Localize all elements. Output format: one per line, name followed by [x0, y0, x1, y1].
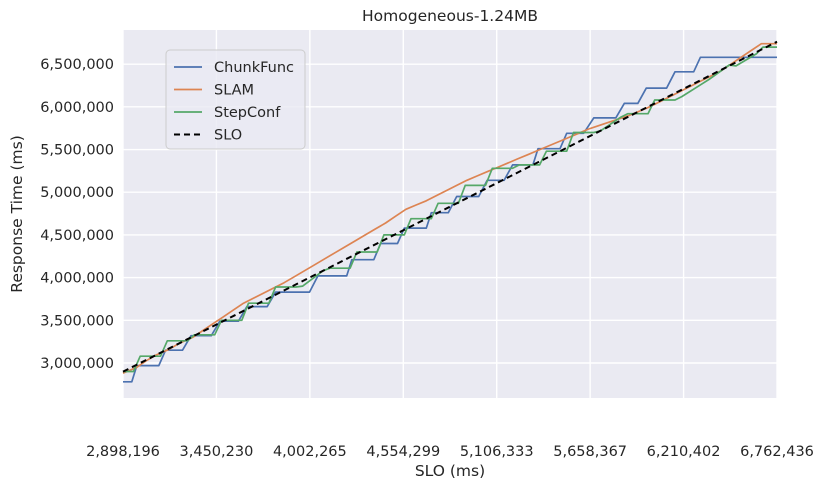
y-tick-label: 3,500,000 — [40, 313, 114, 329]
y-tick-label: 3,000,000 — [40, 356, 114, 372]
y-tick-label: 5,500,000 — [40, 143, 114, 159]
x-tick-label: 6,210,402 — [647, 444, 721, 460]
y-axis-title: Response Time (ms) — [8, 135, 26, 293]
tick-labels: 2,898,196 3,450,230 4,002,265 4,554,299 5,10… — [40, 57, 814, 460]
x-tick-label: 3,450,230 — [180, 444, 254, 460]
y-tick-label: 6,000,000 — [40, 100, 114, 116]
x-tick-label: 6,762,436 — [740, 444, 814, 460]
series-line-slam — [122, 42, 777, 374]
x-tick-label: 5,106,333 — [460, 444, 534, 460]
legend-label-stepconf: StepConf — [214, 105, 281, 121]
series-lines — [122, 40, 778, 383]
x-tick-label: 4,002,265 — [273, 444, 347, 460]
legend-box — [165, 49, 306, 150]
x-axis-title: SLO (ms) — [415, 462, 485, 480]
chart-title: Homogeneous-1.24MB — [362, 7, 538, 25]
x-tick-label: 5,658,367 — [553, 444, 627, 460]
x-tick-label: 4,554,299 — [366, 444, 440, 460]
legend-label-chunkfunc: ChunkFunc — [214, 60, 294, 76]
legend-label-slo: SLO — [214, 128, 242, 144]
y-tick-label: 6,500,000 — [40, 57, 114, 73]
series-line-slo — [122, 40, 778, 373]
legend-label-slam: SLAM — [214, 83, 254, 99]
x-tick-label: 2,898,196 — [86, 444, 160, 460]
y-tick-label: 4,500,000 — [40, 228, 114, 244]
y-tick-label: 5,000,000 — [40, 185, 114, 201]
y-tick-label: 4,000,000 — [40, 271, 114, 287]
legend: ChunkFunc SLAM StepConf SLO — [165, 49, 306, 150]
grid-lines — [122, 30, 778, 398]
